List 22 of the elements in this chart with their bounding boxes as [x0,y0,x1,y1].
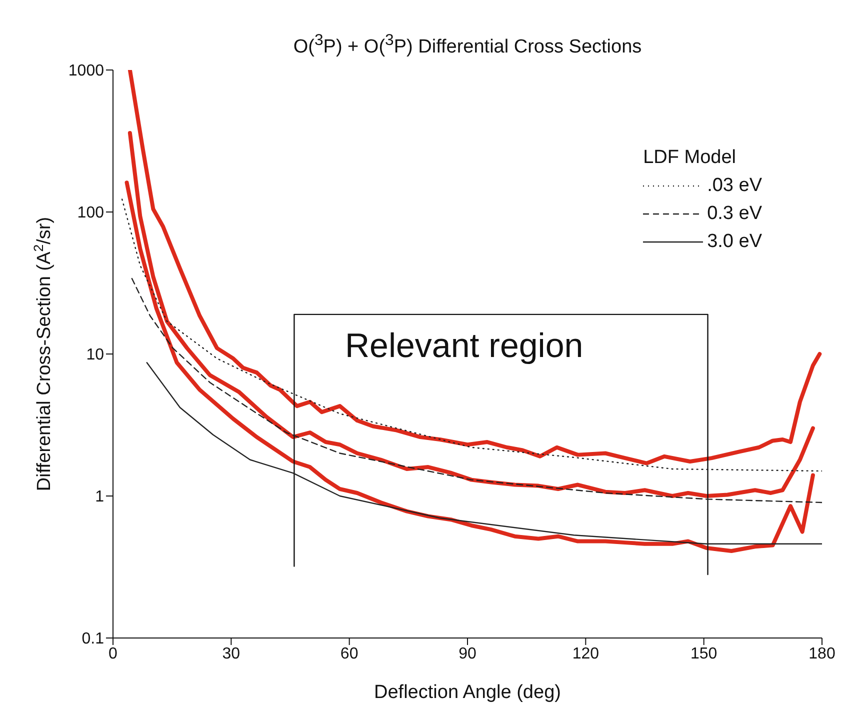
x-tick-label: 120 [572,645,600,662]
x-tick-label: 60 [340,645,358,662]
line-series [128,70,822,466]
legend-title: LDF Model [643,146,737,170]
chart-title: O($^{3}$P) + O($^{3}$P) Differential Cross Sections [292,31,643,58]
legend-label: .03 eV [707,174,762,198]
x-tick-label: 150 [690,645,718,662]
y-tick-label: 1 [95,488,104,506]
y-tick-label: 0.1 [82,630,104,648]
x-tick-label: 90 [458,645,476,662]
line-series [131,278,822,504]
x-tick-label: 0 [108,645,118,662]
annotation: Relevant region [345,327,584,365]
line-series [121,198,822,472]
x-tick-label: 30 [222,645,240,662]
legend-label: 0.3 eV [707,202,762,226]
x-axis-title: Deflection Angle (deg) [374,682,561,703]
y-tick-label: 100 [77,204,104,222]
legend-label: 3.0 eV [707,230,762,254]
y-tick-label: 1000 [68,62,104,80]
y-tick-label: 10 [86,346,104,364]
x-tick-label: 180 [808,645,836,662]
